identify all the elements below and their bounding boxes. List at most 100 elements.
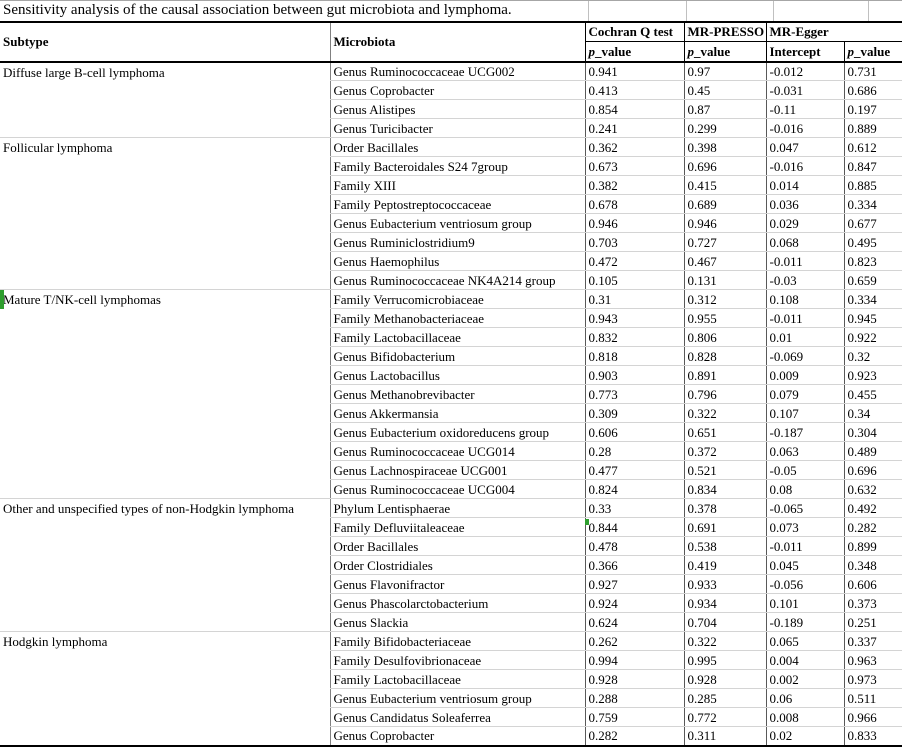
mr-egger-intercept-cell: -0.056 [765,574,844,594]
mr-egger-p-cell: 0.606 [843,574,902,594]
mr-presso-p-cell: 0.311 [683,726,766,746]
mr-egger-p-cell: 0.922 [843,327,902,347]
col-header-cochran-p-value: p_value [584,41,684,63]
microbiota-cell: Family Peptostreptococcaceae [329,194,585,214]
mr-presso-p-cell: 0.928 [683,669,766,689]
cochran-p-cell: 0.928 [584,669,684,689]
cochran-p-cell: 0.362 [584,137,684,157]
green-cell-marker [585,519,589,525]
mr-egger-intercept-cell: 0.063 [765,441,844,461]
mr-egger-p-cell: 0.489 [843,441,902,461]
cochran-p-cell: 0.624 [584,612,684,632]
table-row: Other and unspecified types of non-Hodgk… [0,498,902,632]
mr-egger-intercept-cell: -0.011 [765,308,844,328]
microbiota-cell: Family Bifidobacteriaceae [329,631,585,651]
microbiota-cell: Genus Alistipes [329,99,585,119]
microbiota-cell: Order Bacillales [329,536,585,556]
mr-presso-p-cell: 0.796 [683,384,766,404]
table-row: Genus Alistipes 0.854 0.87 -0.11 0.197 [0,99,902,119]
subtype-cell: Follicular lymphoma [0,137,330,290]
table-row: Family Desulfovibrionaceae 0.994 0.995 0.00… [0,650,902,670]
mr-egger-intercept-cell: 0.01 [765,327,844,347]
table-row: Family Defluviitaleaceae 0.844 0.691 0.073 0… [0,517,902,537]
table-row: Mature T/NK-cell lymphomas Family Verruco… [0,289,902,499]
table-row: Genus Phascolarctobacterium 0.924 0.934 0.1… [0,593,902,613]
mr-egger-p-cell: 0.348 [843,555,902,575]
microbiota-cell: Genus Ruminococcaceae UCG004 [329,479,585,499]
mr-egger-intercept-cell: 0.009 [765,365,844,385]
mr-presso-p-cell: 0.696 [683,156,766,176]
cochran-p-cell: 0.382 [584,175,684,195]
mr-presso-p-cell: 0.378 [683,498,766,518]
microbiota-cell: Genus Phascolarctobacterium [329,593,585,613]
microbiota-cell: Genus Ruminiclostridium9 [329,232,585,252]
table-title-row: Sensitivity analysis of the causal assoc… [0,0,902,23]
cochran-p-cell: 0.33 [584,498,684,518]
cochran-p-cell: 0.773 [584,384,684,404]
cochran-p-cell: 0.903 [584,365,684,385]
table-row: Genus Ruminiclostridium9 0.703 0.727 0.068 0… [0,232,902,252]
mr-presso-p-cell: 0.689 [683,194,766,214]
mr-presso-p-cell: 0.955 [683,308,766,328]
green-row-marker [0,290,4,309]
mr-presso-p-cell: 0.806 [683,327,766,347]
table-row: Family Methanobacteriaceae 0.943 0.955 -0.0… [0,308,902,328]
mr-egger-p-cell: 0.492 [843,498,902,518]
mr-egger-p-cell: 0.373 [843,593,902,613]
microbiota-cell: Genus Ruminococcaceae NK4A214 group [329,270,585,290]
table-row: Genus Ruminococcaceae UCG014 0.28 0.372 0.0… [0,441,902,461]
mr-egger-intercept-cell: -0.03 [765,270,844,290]
header-row-1: Subtype Microbiota Cochran Q test MR-PRE… [0,21,902,63]
cochran-p-cell: 0.366 [584,555,684,575]
mr-egger-p-cell: 0.899 [843,536,902,556]
cochran-p-cell: 0.946 [584,213,684,233]
cochran-p-cell: 0.941 [584,61,684,81]
mr-egger-intercept-cell: 0.079 [765,384,844,404]
mr-egger-p-cell: 0.282 [843,517,902,537]
col-header-mr-egger: MR-Egger [765,21,902,42]
microbiota-cell: Genus Eubacterium oxidoreducens group [329,422,585,442]
cochran-p-cell: 0.262 [584,631,684,651]
mr-presso-p-cell: 0.372 [683,441,766,461]
title-gridline [588,1,589,21]
table-row: Genus Slackia 0.624 0.704 -0.189 0.251 [0,612,902,632]
mr-egger-p-cell: 0.334 [843,194,902,214]
mr-egger-intercept-cell: 0.08 [765,479,844,499]
cochran-p-cell: 0.832 [584,327,684,347]
mr-egger-p-cell: 0.251 [843,612,902,632]
table-row: Genus Coprobacter 0.413 0.45 -0.031 0.686 [0,80,902,100]
cochran-p-cell: 0.759 [584,707,684,727]
microbiota-cell: Genus Flavonifractor [329,574,585,594]
mr-egger-intercept-cell: -0.011 [765,251,844,271]
mr-egger-p-cell: 0.973 [843,669,902,689]
mr-presso-p-cell: 0.727 [683,232,766,252]
microbiota-cell: Genus Coprobacter [329,80,585,100]
mr-presso-p-cell: 0.933 [683,574,766,594]
microbiota-cell: Genus Candidatus Soleaferrea [329,707,585,727]
mr-egger-p-cell: 0.833 [843,726,902,746]
table-row: Family Lactobacillaceae 0.928 0.928 0.002 0.… [0,669,902,689]
mr-presso-p-cell: 0.467 [683,251,766,271]
table-row: Genus Akkermansia 0.309 0.322 0.107 0.34 [0,403,902,423]
mr-egger-p-cell: 0.686 [843,80,902,100]
col-header-mr-presso: MR-PRESSO [683,21,766,42]
mr-presso-p-cell: 0.521 [683,460,766,480]
mr-presso-p-cell: 0.131 [683,270,766,290]
table-row: Family Lactobacillaceae 0.832 0.806 0.01 0.9… [0,327,902,347]
mr-egger-p-cell: 0.495 [843,232,902,252]
microbiota-cell: Genus Eubacterium ventriosum group [329,688,585,708]
mr-egger-p-cell: 0.677 [843,213,902,233]
microbiota-cell: Order Bacillales [329,137,585,157]
mr-egger-intercept-cell: -0.187 [765,422,844,442]
mr-presso-p-cell: 0.834 [683,479,766,499]
table-row: Genus Lactobacillus 0.903 0.891 0.009 0.923 [0,365,902,385]
microbiota-cell: Genus Slackia [329,612,585,632]
table-row: Genus Eubacterium oxidoreducens group 0.6… [0,422,902,442]
subtype-cell: Diffuse large B-cell lymphoma [0,61,330,138]
mr-egger-intercept-cell: 0.068 [765,232,844,252]
mr-presso-p-cell: 0.285 [683,688,766,708]
mr-egger-intercept-cell: 0.073 [765,517,844,537]
mr-egger-intercept-cell: -0.031 [765,80,844,100]
mr-egger-intercept-cell: -0.189 [765,612,844,632]
